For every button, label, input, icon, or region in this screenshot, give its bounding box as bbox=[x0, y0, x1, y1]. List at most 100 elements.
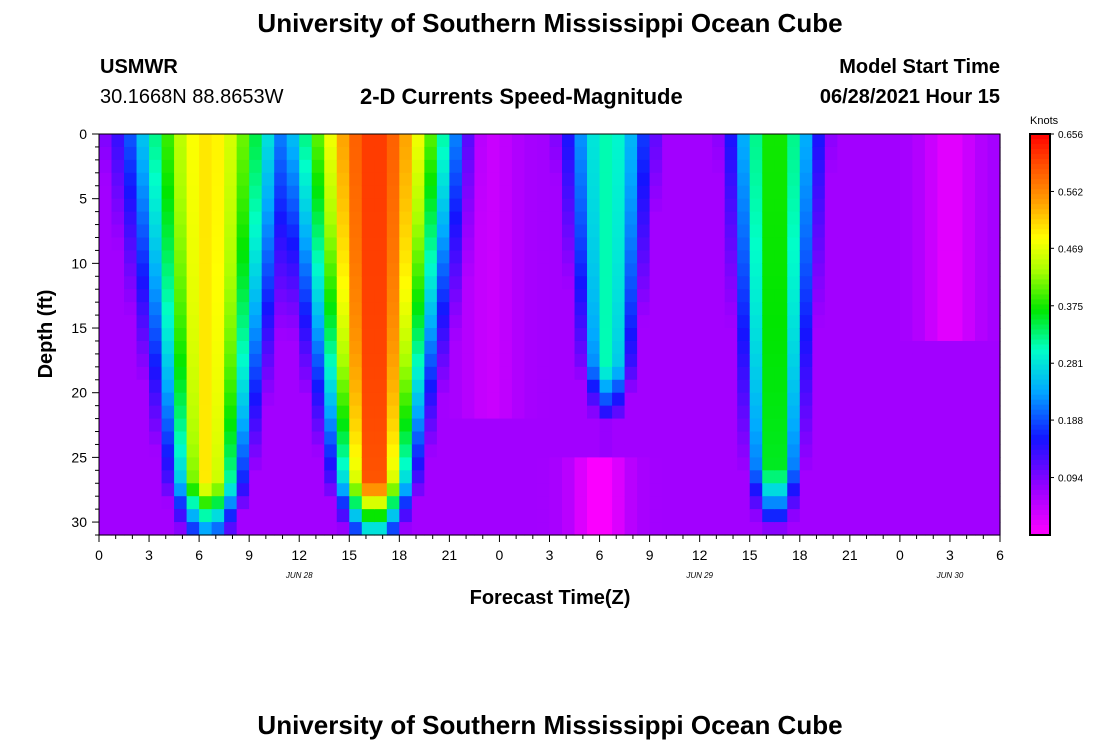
heatmap-cell bbox=[449, 263, 463, 277]
heatmap-cell bbox=[737, 509, 751, 523]
heatmap-cell bbox=[874, 431, 888, 446]
heatmap-cell bbox=[624, 392, 638, 407]
heatmap-cell bbox=[411, 328, 425, 342]
heatmap-cell bbox=[311, 315, 325, 329]
heatmap-cell bbox=[436, 134, 450, 148]
heatmap-cell bbox=[186, 302, 200, 316]
heatmap-cell bbox=[799, 263, 813, 277]
heatmap-cell bbox=[536, 250, 551, 264]
heatmap-cell bbox=[649, 522, 663, 536]
heatmap-cell bbox=[124, 340, 138, 355]
heatmap-cell bbox=[261, 237, 275, 252]
heatmap-cell bbox=[399, 185, 413, 200]
heatmap-cell bbox=[99, 315, 113, 329]
heatmap-cell bbox=[787, 289, 801, 303]
heatmap-cell bbox=[974, 379, 989, 394]
heatmap-cell bbox=[624, 418, 638, 433]
heatmap-cell bbox=[837, 250, 851, 264]
heatmap-cell bbox=[799, 483, 813, 497]
heatmap-cell bbox=[812, 379, 826, 394]
heatmap-cell bbox=[161, 483, 175, 497]
heatmap-cell bbox=[837, 211, 851, 226]
heatmap-cell bbox=[662, 392, 676, 407]
heatmap-cell bbox=[712, 470, 726, 484]
heatmap-cell bbox=[787, 302, 801, 316]
heatmap-cell bbox=[524, 146, 538, 161]
heatmap-cell bbox=[624, 276, 638, 290]
heatmap-cell bbox=[111, 315, 125, 329]
heatmap-cell bbox=[336, 418, 350, 433]
heatmap-cell bbox=[224, 237, 238, 252]
heatmap-cell bbox=[161, 522, 175, 536]
heatmap-cell bbox=[111, 522, 125, 536]
heatmap-cell bbox=[524, 315, 538, 329]
heatmap-cell bbox=[787, 353, 801, 368]
heatmap-cell bbox=[674, 418, 688, 433]
heatmap-cell bbox=[649, 328, 663, 342]
heatmap-cell bbox=[699, 522, 713, 536]
heatmap-cell bbox=[737, 496, 751, 510]
heatmap-cell bbox=[161, 134, 175, 148]
heatmap-cell bbox=[249, 134, 263, 148]
heatmap-cell bbox=[662, 328, 676, 342]
heatmap-cell bbox=[524, 276, 538, 290]
heatmap-cell bbox=[311, 470, 325, 484]
heatmap-cell bbox=[674, 302, 688, 316]
heatmap-cell bbox=[324, 509, 338, 523]
heatmap-cell bbox=[562, 302, 576, 316]
heatmap-cell bbox=[824, 496, 838, 510]
heatmap-cell bbox=[436, 211, 450, 226]
heatmap-cell bbox=[486, 340, 501, 355]
heatmap-cell bbox=[274, 444, 288, 458]
colorbar-swatch bbox=[1030, 464, 1050, 471]
heatmap-cell bbox=[649, 198, 663, 213]
heatmap-cell bbox=[174, 431, 188, 446]
heatmap-cell bbox=[424, 276, 438, 290]
heatmap-cell bbox=[524, 198, 538, 213]
heatmap-cell bbox=[299, 509, 313, 523]
heatmap-cell bbox=[411, 146, 425, 161]
heatmap-cell bbox=[99, 276, 113, 290]
heatmap-cell bbox=[236, 185, 250, 200]
heatmap-cell bbox=[924, 509, 939, 523]
heatmap-cell bbox=[599, 340, 613, 355]
heatmap-cell bbox=[186, 315, 200, 329]
heatmap-cell bbox=[974, 392, 989, 407]
heatmap-cell bbox=[486, 366, 501, 381]
colorbar-swatch bbox=[1030, 394, 1050, 401]
heatmap-cell bbox=[474, 198, 488, 213]
heatmap-cell bbox=[724, 457, 738, 471]
x-tick-label: 21 bbox=[842, 547, 858, 563]
heatmap-cell bbox=[136, 198, 150, 213]
heatmap-cell bbox=[349, 496, 363, 510]
heatmap-cell bbox=[461, 470, 476, 484]
heatmap-cell bbox=[236, 431, 250, 446]
heatmap-cell bbox=[436, 172, 450, 187]
heatmap-cell bbox=[887, 237, 901, 252]
heatmap-cell bbox=[449, 353, 463, 368]
heatmap-cell bbox=[511, 146, 526, 161]
heatmap-cell bbox=[249, 483, 263, 497]
heatmap-cell bbox=[136, 366, 150, 381]
heatmap-cell bbox=[311, 263, 325, 277]
heatmap-cell bbox=[349, 315, 363, 329]
heatmap-cell bbox=[787, 211, 801, 226]
heatmap-cell bbox=[862, 198, 876, 213]
heatmap-cell bbox=[849, 379, 863, 394]
heatmap-cell bbox=[862, 496, 876, 510]
heatmap-cell bbox=[386, 185, 400, 200]
heatmap-cell bbox=[499, 444, 513, 458]
heatmap-cell bbox=[912, 509, 926, 523]
heatmap-cell bbox=[962, 522, 976, 536]
heatmap-cell bbox=[224, 302, 238, 316]
heatmap-cell bbox=[862, 457, 876, 471]
heatmap-cell bbox=[749, 457, 763, 471]
heatmap-cell bbox=[374, 185, 388, 200]
heatmap-cell bbox=[161, 237, 175, 252]
heatmap-cell bbox=[186, 185, 200, 200]
heatmap-cell bbox=[974, 353, 989, 368]
heatmap-cell bbox=[749, 340, 763, 355]
heatmap-cell bbox=[511, 315, 526, 329]
heatmap-cell bbox=[399, 263, 413, 277]
heatmap-cell bbox=[737, 353, 751, 368]
